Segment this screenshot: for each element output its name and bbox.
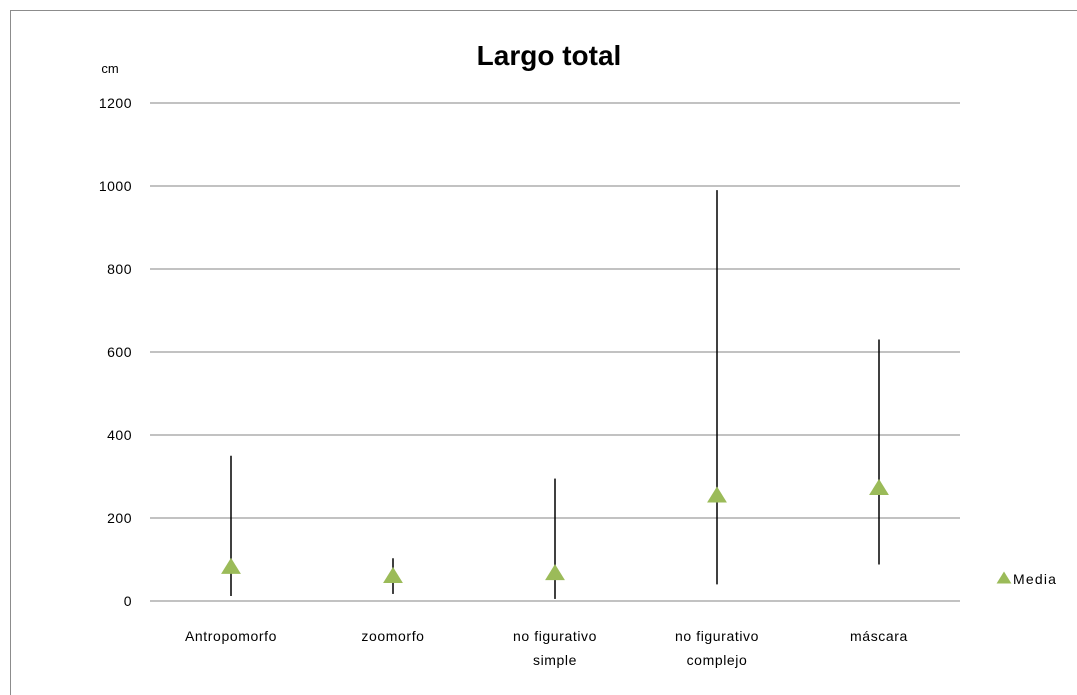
y-tick-label: 0 xyxy=(124,593,132,609)
mean-marker xyxy=(707,486,727,503)
y-tick-label: 400 xyxy=(107,427,132,443)
category-label: Antropomorfo xyxy=(185,628,277,644)
y-axis-ticks: 0 200 400 600 800 1000 1200 xyxy=(99,95,132,609)
legend: Media xyxy=(996,571,1057,587)
y-tick-label: 1000 xyxy=(99,178,132,194)
range-lines xyxy=(230,190,880,599)
mean-marker xyxy=(545,564,565,581)
category-label: no figurativo xyxy=(675,628,759,644)
category-label: no figurativo xyxy=(513,628,597,644)
y-tick-label: 800 xyxy=(107,261,132,277)
category-label: simple xyxy=(533,652,577,668)
y-tick-label: 1200 xyxy=(99,95,132,111)
mean-marker xyxy=(869,479,889,496)
mean-markers xyxy=(221,479,889,584)
category-label: complejo xyxy=(687,652,748,668)
mean-marker xyxy=(383,567,403,584)
chart-title: Largo total xyxy=(477,40,622,71)
category-labels: Antropomorfo zoomorfo no figurativo simple n… xyxy=(185,628,908,668)
category-label: zoomorfo xyxy=(361,628,424,644)
legend-label: Media xyxy=(1013,571,1057,587)
mean-marker xyxy=(221,557,241,574)
y-tick-label: 200 xyxy=(107,510,132,526)
legend-marker xyxy=(996,571,1012,584)
category-label: máscara xyxy=(850,628,908,644)
y-axis-unit-label: cm xyxy=(101,61,118,76)
y-tick-label: 600 xyxy=(107,344,132,360)
